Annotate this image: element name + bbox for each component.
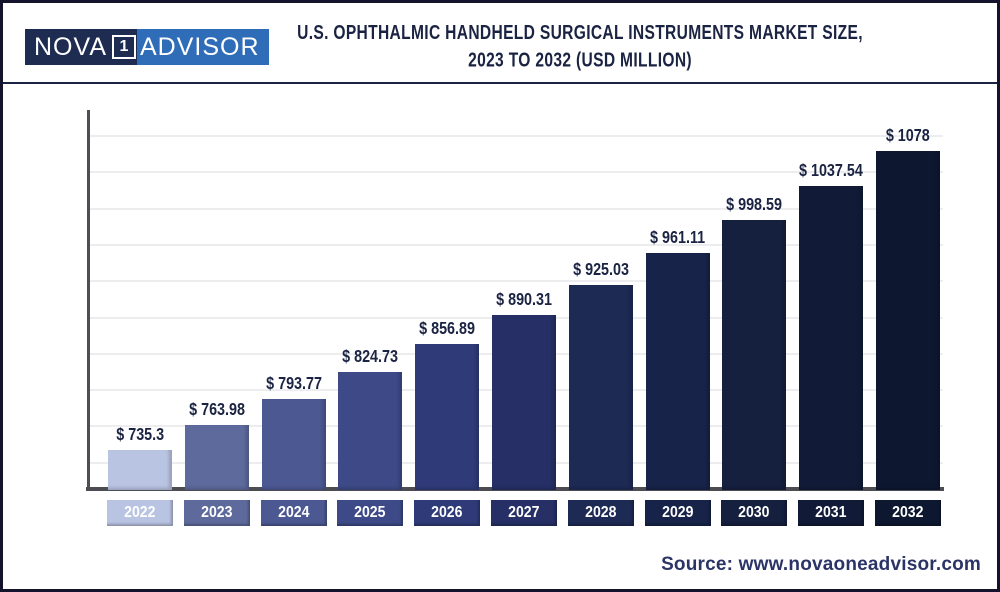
gridline (90, 171, 943, 174)
x-axis-tick-2027: 2027 (491, 500, 557, 526)
bar-value-label-2024: $ 793.77 (266, 373, 322, 393)
bar-2022 (108, 450, 172, 490)
bar-value-label-2026: $ 856.89 (419, 318, 475, 338)
bar-2025 (338, 372, 402, 490)
bar-2024 (262, 399, 326, 490)
x-axis-tick-2026: 2026 (414, 500, 480, 526)
x-axis-tick-2032: 2032 (875, 500, 941, 526)
logo-one-badge: 1 (112, 35, 136, 59)
x-axis-tick-2025: 2025 (337, 500, 403, 526)
x-axis-tick-2030: 2030 (721, 500, 787, 526)
bar-value-label-2025: $ 824.73 (342, 346, 398, 366)
x-axis-tick-2023: 2023 (184, 500, 250, 526)
header-divider (3, 82, 997, 84)
y-axis-line (87, 110, 90, 490)
source-text: Source: www.novaoneadvisor.com (661, 554, 981, 575)
bar-2028 (569, 285, 633, 490)
bar-value-label-2028: $ 925.03 (573, 259, 629, 279)
bar-2027 (492, 315, 556, 490)
x-axis-tick-2022: 2022 (107, 500, 173, 526)
bar-value-label-2029: $ 961.11 (650, 227, 706, 247)
bar-2031 (799, 186, 863, 490)
x-axis-tick-2031: 2031 (798, 500, 864, 526)
chart-title-line1: U.S. OPHTHALMIC HANDHELD SURGICAL INSTRU… (297, 22, 863, 45)
bar-value-label-2031: $ 1037.54 (799, 160, 863, 180)
chart-title: U.S. OPHTHALMIC HANDHELD SURGICAL INSTRU… (254, 20, 905, 75)
bar-value-label-2032: $ 1078 (886, 125, 930, 145)
bar-value-label-2022: $ 735.3 (116, 424, 164, 444)
logo-nova-segment: NOVA (25, 29, 110, 65)
bar-value-label-2023: $ 763.98 (189, 399, 245, 419)
logo-advisor-segment: ADVISOR (137, 29, 269, 65)
x-axis-tick-2024: 2024 (261, 500, 327, 526)
bar-2032 (876, 151, 940, 490)
bar-2026 (415, 344, 479, 490)
chart-title-line2: 2023 TO 2032 (USD MILLION) (468, 49, 692, 72)
bar-2030 (722, 220, 786, 490)
bar-value-label-2027: $ 890.31 (496, 289, 552, 309)
gridline (90, 243, 943, 246)
x-axis-tick-2028: 2028 (568, 500, 634, 526)
gridline (90, 135, 943, 137)
gridline (90, 280, 943, 283)
x-axis-tick-2029: 2029 (645, 500, 711, 526)
gridline (90, 207, 943, 210)
nova-one-advisor-logo: NOVA 1 ADVISOR (25, 29, 269, 65)
bar-2023 (185, 425, 249, 490)
bar-2029 (646, 253, 710, 490)
logo-one-badge-wrap: 1 (110, 29, 137, 65)
bar-value-label-2030: $ 998.59 (726, 194, 782, 214)
